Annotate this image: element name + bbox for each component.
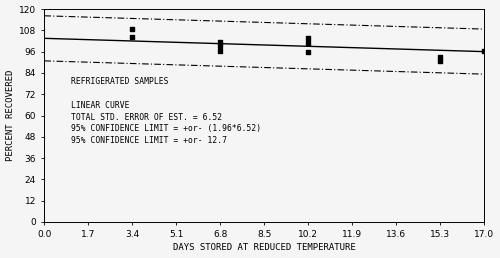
Point (128, 35, 136, 39)
Point (480, 49, 488, 53)
Point (304, 36, 312, 41)
Point (216, 49, 224, 53)
Point (436, 55, 444, 59)
Y-axis label: PERCENT RECOVERED: PERCENT RECOVERED (6, 70, 15, 161)
Point (304, 50, 312, 54)
Point (436, 59, 444, 63)
Point (216, 44, 224, 49)
Text: REFRIGERATED SAMPLES

LINEAR CURVE
TOTAL STD. ERROR OF EST. = 6.52
95% CONFIDENC: REFRIGERATED SAMPLES LINEAR CURVE TOTAL … (70, 77, 261, 145)
Point (304, 41, 312, 45)
X-axis label: DAYS STORED AT REDUCED TEMPERATURE: DAYS STORED AT REDUCED TEMPERATURE (173, 244, 356, 252)
Point (216, 40, 224, 44)
Point (128, 27, 136, 31)
